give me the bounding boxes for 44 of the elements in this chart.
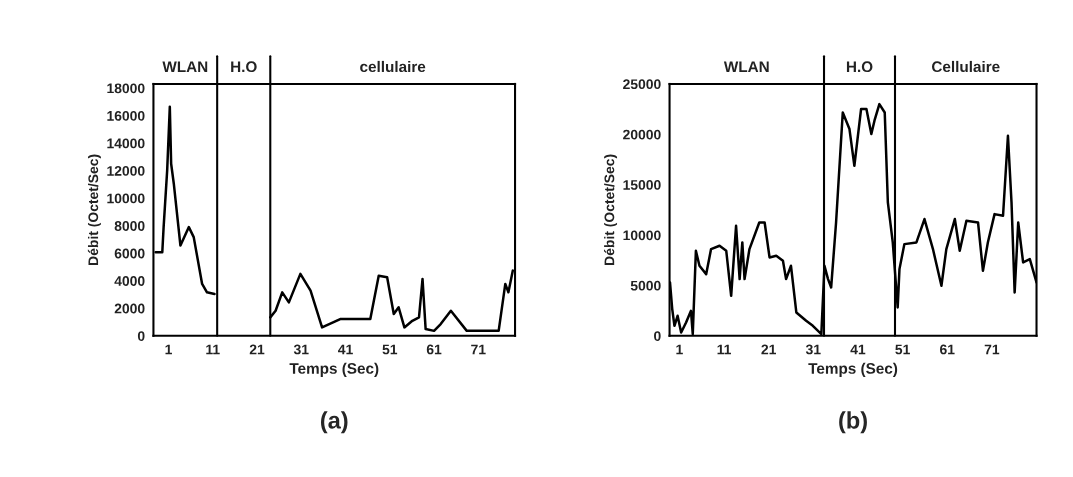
y-tick-label: 16000 (107, 110, 145, 121)
y-tick-label: 20000 (623, 129, 661, 140)
x-tick-label: 41 (338, 344, 353, 355)
x-tick-label: 21 (249, 344, 265, 355)
x-tick-label: 51 (382, 344, 398, 355)
x-tick-label: 71 (471, 344, 486, 355)
x-tick-label: 31 (293, 344, 309, 355)
y-tick-label: 10000 (623, 230, 661, 241)
x-tick-label: 61 (426, 344, 442, 355)
text: WLAN (162, 61, 208, 72)
y-tick-label: 15000 (623, 180, 661, 190)
y-tick-label: 10000 (107, 193, 145, 204)
x-tick-label: 31 (805, 344, 821, 355)
x-tick-label: 41 (850, 344, 866, 355)
x-axis-title: Temps (Sec) (808, 362, 898, 377)
y-axis-title: Débit (Octet/Sec) (603, 154, 618, 265)
x-tick-label: 1 (165, 344, 172, 355)
y-tick-label: 18000 (107, 83, 145, 94)
y-tick-label: 0 (654, 331, 661, 341)
x-tick-label: 71 (984, 344, 1000, 355)
x-tick-label: 1 (676, 344, 683, 355)
y-axis-title: Débit (Octet/Sec) (87, 154, 101, 265)
y-tick-label: 0 (137, 331, 145, 341)
text: Cellulaire (932, 60, 1000, 73)
y-tick-label: 12000 (107, 165, 145, 176)
x-tick-label: 61 (940, 344, 955, 355)
text: (b) (839, 411, 867, 434)
y-tick-label: 6000 (114, 248, 145, 259)
x-tick-label: 51 (895, 344, 910, 355)
text: WLAN (723, 61, 769, 72)
y-tick-label: 14000 (107, 138, 145, 149)
text: (a) (320, 411, 348, 434)
x-axis-title: Temps (Sec) (289, 362, 379, 377)
y-tick-label: 2000 (114, 303, 145, 314)
y-tick-label: 4000 (114, 276, 145, 286)
text: H.O (231, 61, 257, 73)
text: cellulaire (360, 60, 426, 73)
y-tick-label: 5000 (630, 280, 661, 291)
y-tick-label: 8000 (114, 221, 145, 231)
y-tick-label: 25000 (623, 79, 661, 90)
x-tick-label: 11 (717, 344, 731, 355)
text: H.O (846, 61, 873, 73)
x-tick-label: 21 (761, 344, 776, 355)
x-tick-label: 11 (206, 344, 220, 355)
